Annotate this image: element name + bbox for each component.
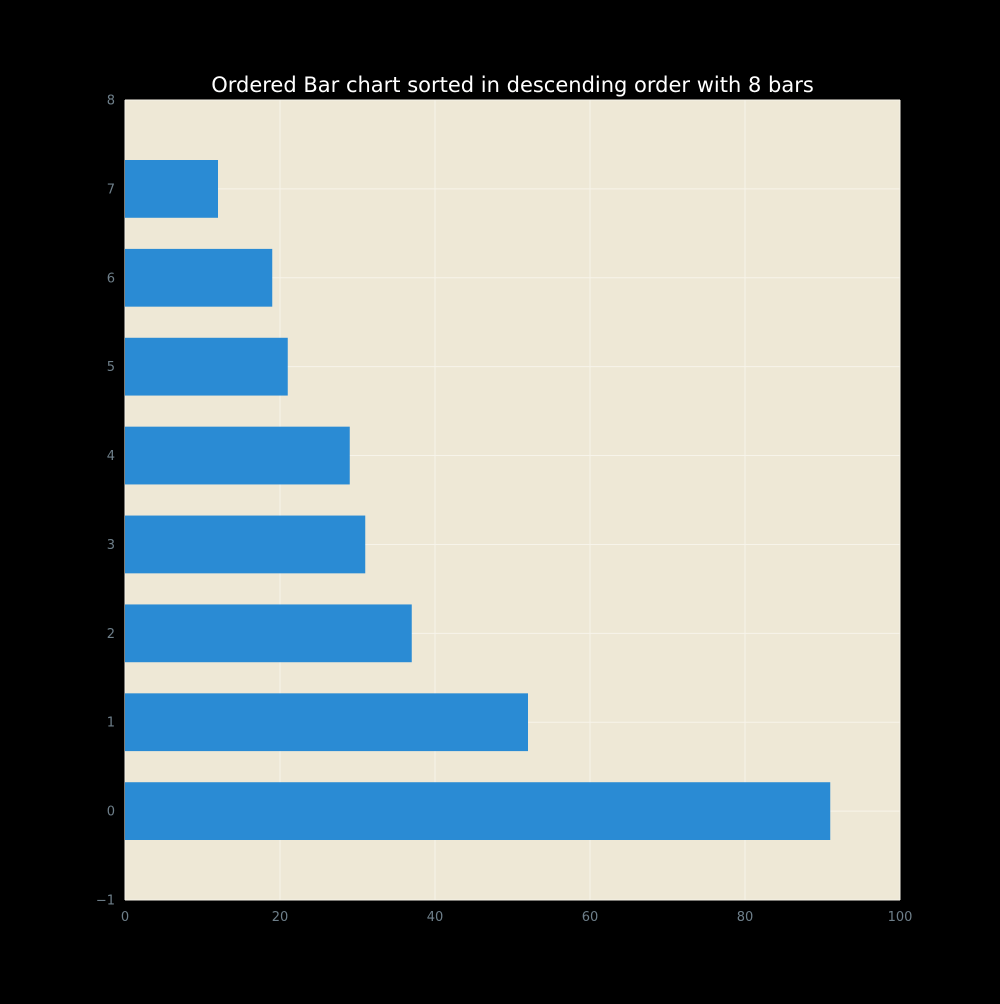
y-tick-label: 5 xyxy=(107,360,115,375)
y-tick-label: 2 xyxy=(107,627,115,642)
bar-0 xyxy=(125,782,831,840)
x-tick-label: 40 xyxy=(427,910,444,925)
y-axis-ticks: −1 0 1 2 3 4 5 6 7 8 xyxy=(96,94,115,909)
bar-5 xyxy=(125,337,288,396)
bar-4 xyxy=(125,426,350,485)
y-tick-label: 7 xyxy=(107,182,115,197)
y-tick-label: 8 xyxy=(107,94,115,109)
bar-1 xyxy=(125,693,528,752)
x-axis-ticks: 0 20 40 60 80 100 xyxy=(121,910,913,925)
y-tick-label: −1 xyxy=(96,894,115,909)
bar-7 xyxy=(125,160,218,218)
y-tick-label: 0 xyxy=(107,805,115,820)
y-tick-label: 6 xyxy=(107,271,115,286)
x-tick-label: 100 xyxy=(888,910,913,925)
x-tick-label: 0 xyxy=(121,910,129,925)
chart-title: Ordered Bar chart sorted in descending o… xyxy=(211,73,814,97)
y-tick-label: 1 xyxy=(107,716,115,731)
x-tick-label: 80 xyxy=(737,910,754,925)
bar-6 xyxy=(125,248,273,307)
x-tick-label: 20 xyxy=(272,910,289,925)
bars xyxy=(125,160,831,840)
bar-3 xyxy=(125,515,366,574)
bar-2 xyxy=(125,604,412,663)
x-tick-label: 60 xyxy=(582,910,599,925)
y-tick-label: 3 xyxy=(107,538,115,553)
y-tick-label: 4 xyxy=(107,449,115,464)
plot-area xyxy=(125,100,900,900)
